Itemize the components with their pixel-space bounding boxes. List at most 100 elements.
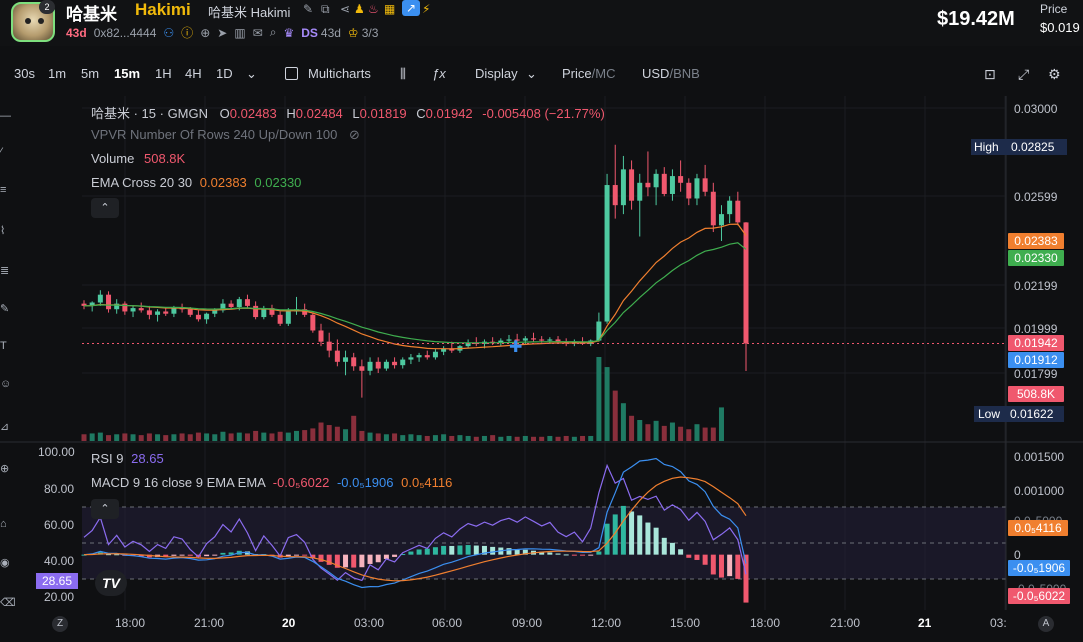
settings-gear-icon[interactable]: ⚙ [1048, 66, 1061, 82]
volume-bar [195, 432, 201, 441]
lock-tool-icon[interactable]: ⌂ [0, 518, 7, 530]
candle-body [661, 173, 667, 194]
copy-icon[interactable]: ⧉ [321, 2, 330, 16]
user-icon[interactable]: ⚇ [163, 25, 175, 40]
volume-bar [702, 427, 708, 441]
display-dropdown-icon[interactable]: ⌄ [526, 66, 537, 81]
candle-body [204, 313, 210, 320]
macd-axis-label: 0.001500 [1014, 450, 1065, 464]
volume-bar [253, 430, 259, 441]
usd-option[interactable]: USD [642, 66, 670, 81]
display-menu[interactable]: Display [475, 66, 518, 81]
volume-bar [302, 430, 308, 441]
volume-bar [686, 429, 692, 441]
volume-bar [155, 434, 161, 441]
volume-bar [416, 435, 422, 441]
interval-30s[interactable]: 30s [14, 66, 35, 81]
currency-toggle[interactable]: USD/BNB [642, 66, 700, 81]
macd-hist-bar [612, 514, 618, 555]
delete-tool-icon[interactable]: ⌫ [0, 597, 16, 609]
search-icon[interactable]: ⌕ [269, 25, 277, 39]
market-cap: $19.42M [937, 8, 1015, 30]
low-value: 0.01622 [1010, 407, 1054, 421]
candle-body [359, 366, 365, 371]
candle-body [514, 339, 520, 341]
cursor-price-box: 0.01912 [1008, 352, 1064, 368]
bnb-option[interactable]: BNB [673, 66, 700, 81]
volume-bar [678, 426, 684, 441]
volume-bar [547, 435, 553, 441]
interval-dropdown-icon[interactable]: ⌄ [246, 66, 257, 81]
macd-hist-bar [661, 537, 667, 555]
low-marker: Low 0.01622 [974, 406, 1064, 422]
pattern-tool-icon[interactable]: ⌇ [0, 225, 6, 237]
volume-bar [179, 433, 185, 441]
measure-tool-icon[interactable]: ≣ [0, 265, 10, 277]
ruler-tool-icon[interactable]: ⊿ [0, 421, 10, 433]
dex-icon[interactable]: ↗ [402, 0, 420, 16]
interval-1h[interactable]: 1H [155, 66, 172, 81]
macd-hist-bar [678, 549, 684, 555]
camera-icon[interactable]: ⊡ [984, 66, 996, 82]
candle-body [375, 361, 381, 369]
trendline-tool-icon[interactable]: ⁄ [0, 146, 2, 158]
multicharts-label[interactable]: Multicharts [308, 66, 371, 81]
interval-1d[interactable]: 1D [216, 66, 233, 81]
smiley-tool-icon[interactable]: ☺ [0, 378, 12, 390]
holders-ratio: 3/3 [361, 25, 379, 40]
volume-bar [629, 415, 635, 441]
vpvr-hidden-icon[interactable]: ⊘ [349, 127, 360, 142]
indicators-icon[interactable]: ƒx [432, 66, 446, 81]
volume-bar [204, 433, 210, 441]
crosshair-tool-icon[interactable]: — [0, 110, 11, 122]
brush-tool-icon[interactable]: ✎ [0, 303, 10, 315]
text-tool-icon[interactable]: T [0, 340, 7, 352]
volume-bar [261, 432, 267, 441]
price-option[interactable]: Price [562, 66, 592, 81]
volume-bar [171, 434, 177, 441]
timezone-button[interactable]: Z [52, 616, 68, 632]
candle-body [441, 348, 447, 352]
price-toggle[interactable]: Price/MC [562, 66, 616, 81]
note-icon[interactable]: ✉ [252, 25, 263, 40]
volume-bar [122, 433, 128, 441]
macd-hist-bar [302, 554, 308, 556]
macd-hist-bar [718, 554, 724, 578]
macd-legend: MACD 9 16 close 9 EMA EMA -0.0₅6022 -0.0… [91, 475, 452, 490]
volume-bar [293, 430, 299, 441]
macd-hist-bar [735, 554, 741, 579]
tradingview-logo[interactable]: TV [95, 570, 127, 596]
globe-icon[interactable]: ⊕ [200, 25, 211, 40]
collapse-legend-button[interactable]: ⌃ [91, 198, 119, 218]
interval-1m[interactable]: 1m [48, 66, 67, 81]
contract-address[interactable]: 0x82...4444 [93, 25, 157, 40]
ema-legend: EMA Cross 20 30 0.02383 0.02330 [91, 175, 301, 190]
mc-option[interactable]: MC [595, 66, 616, 81]
warning-icon[interactable]: ⓘ [181, 26, 194, 40]
macd-hist-bar [375, 554, 381, 563]
zoom-tool-icon[interactable]: ⊕ [0, 463, 10, 475]
macd-axis-label: 0 [1014, 548, 1021, 562]
interval-4h[interactable]: 4H [185, 66, 202, 81]
chart-icon[interactable]: ▥ [234, 25, 246, 40]
community-icon[interactable]: ♟ [354, 2, 365, 16]
token-age: 43d [66, 25, 87, 40]
price-chart[interactable]: ✚ [0, 96, 1083, 642]
auto-scale-icon[interactable]: A [1038, 616, 1054, 632]
rsi-level-20: 20.00 [44, 590, 75, 604]
interval-5m[interactable]: 5m [81, 66, 100, 81]
share-icon[interactable]: ⋖ [340, 2, 351, 16]
fib-tool-icon[interactable]: ≡ [0, 184, 7, 196]
macd-hist-bar [318, 554, 324, 562]
fullscreen-icon[interactable]: ⤢ [1018, 66, 1030, 82]
candle-body [686, 182, 692, 199]
edit-icon[interactable]: ✎ [303, 2, 314, 16]
eye-tool-icon[interactable]: ◉ [0, 557, 10, 569]
candle-type-icon[interactable]: ⫼ [400, 66, 406, 81]
token-meta-row: 43d 0x82...4444 ⚇ ⓘ ⊕ ➤ ▥ ✉ ⌕ ♛ DS 43d ♔… [66, 24, 378, 41]
multicharts-checkbox[interactable] [285, 67, 298, 80]
collapse-indicator-legend-button[interactable]: ⌃ [91, 499, 119, 519]
telegram-icon[interactable]: ➤ [217, 25, 228, 40]
interval-15m[interactable]: 15m [114, 66, 141, 81]
token-header: 2 哈基米 Hakimi 哈基米 Hakimi ✎ ⧉ ⋖ ♟ ♨ ▦ ↗ ⚡ … [0, 0, 1083, 46]
